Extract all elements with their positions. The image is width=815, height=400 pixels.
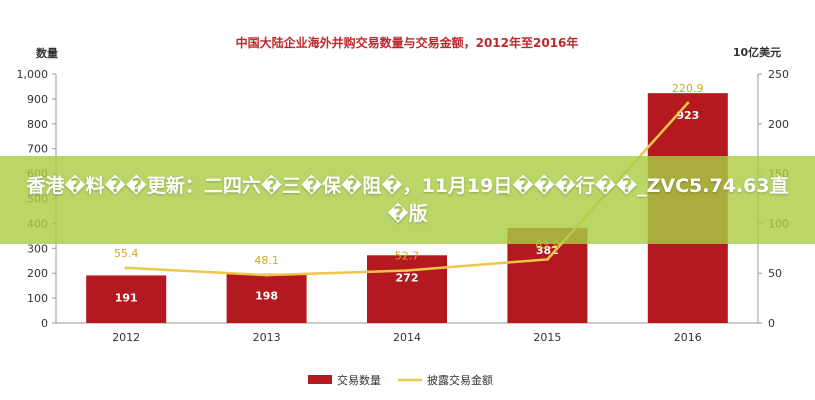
x-tick-label: 2016 <box>674 331 702 344</box>
bar-value-label: 191 <box>115 291 138 304</box>
left-tick-label: 0 <box>41 317 48 330</box>
bar-2013 <box>226 273 307 323</box>
line-point <box>265 273 269 277</box>
left-tick-label: 800 <box>27 118 48 131</box>
left-tick-label: 300 <box>27 242 48 255</box>
line-value-label: 55.4 <box>114 247 139 260</box>
line-point <box>124 266 128 270</box>
left-tick-label: 200 <box>27 267 48 280</box>
line-value-label: 220.9 <box>672 82 704 95</box>
legend-label-amount: 披露交易金额 <box>427 373 493 387</box>
left-tick-label: 900 <box>27 93 48 106</box>
left-tick-label: 100 <box>27 292 48 305</box>
legend-label-count: 交易数量 <box>337 373 381 387</box>
line-point <box>545 257 549 261</box>
bar-2012 <box>86 275 167 323</box>
right-tick-label: 200 <box>768 118 789 131</box>
right-tick-label: 250 <box>768 68 789 81</box>
overlay-banner: 香港�料��更新：二四六�三�保�阻�，11月19日���行��_ZVC5.74… <box>0 156 815 244</box>
overlay-banner-text: 香港�料��更新：二四六�三�保�阻�，11月19日���行��_ZVC5.74… <box>26 175 789 225</box>
left-axis-label: 数量 <box>36 46 58 60</box>
line-point <box>686 101 690 105</box>
x-tick-label: 2014 <box>393 331 421 344</box>
right-tick-label: 50 <box>768 267 782 280</box>
line-value-label: 48.1 <box>254 254 279 267</box>
x-tick-label: 2013 <box>253 331 281 344</box>
bar-2014 <box>367 255 447 323</box>
line-value-label: 52.7 <box>395 250 420 263</box>
bar-value-label: 272 <box>396 271 419 284</box>
bar-value-label: 923 <box>676 109 699 122</box>
x-tick-label: 2015 <box>533 331 561 344</box>
right-axis-label: 10亿美元 <box>733 45 781 59</box>
left-tick-label: 700 <box>27 143 48 156</box>
line-point <box>405 269 409 273</box>
bar-value-label: 198 <box>255 290 278 303</box>
x-tick-label: 2012 <box>112 331 140 344</box>
left-tick-label: 1,000 <box>17 68 49 81</box>
chart-title: 中国大陆企业海外并购交易数量与交易金额，2012年至2016年 <box>236 35 579 50</box>
right-tick-label: 0 <box>768 317 775 330</box>
legend-swatch-count <box>308 375 332 384</box>
